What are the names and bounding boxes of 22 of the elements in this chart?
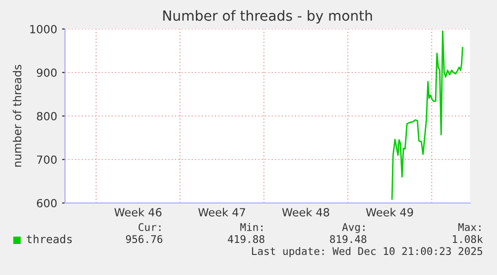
- text: 419.88: [228, 235, 264, 244]
- y-tick-label: 900: [36, 68, 57, 77]
- x-tick-label: Week 46: [114, 208, 162, 216]
- legend-label: threads: [26, 234, 72, 244]
- text: Min:: [240, 222, 262, 231]
- y-tick-label: 700: [37, 155, 57, 164]
- text: 819.48: [330, 235, 366, 244]
- text: 956.76: [126, 235, 162, 244]
- y-axis-title: number of threads: [12, 64, 22, 167]
- x-tick-label: Week 49: [366, 208, 413, 216]
- text: Cur:: [138, 223, 160, 232]
- text: 1.08k: [452, 234, 483, 244]
- chart-title: Number of threads - by month: [163, 10, 372, 24]
- x-tick-label: Week 48: [282, 208, 330, 216]
- y-tick-label: 800: [36, 112, 57, 120]
- line-series: [391, 30, 464, 200]
- text: Avg:: [342, 223, 364, 234]
- y-tick-label: 1000: [30, 24, 57, 34]
- text: Last update: Wed Dec 10 21:00:23 2025: [252, 246, 482, 258]
- text: Max:: [458, 223, 480, 232]
- x-tick-label: Week 47: [198, 208, 246, 216]
- y-tick-label: 600: [36, 198, 57, 208]
